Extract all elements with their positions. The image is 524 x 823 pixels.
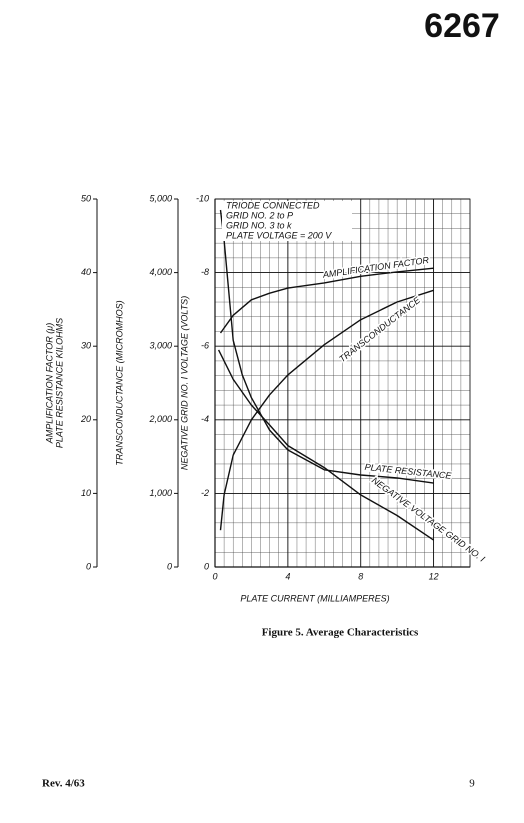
y-axis-title: NEGATIVE GRID NO. I VOLTAGE (VOLTS)	[179, 296, 189, 470]
y2-tick-label: 4,000	[149, 267, 172, 277]
y3-tick-label: 0	[86, 561, 91, 571]
x-tick-label: 0	[212, 571, 217, 581]
y2-tick-label: 0	[167, 561, 172, 571]
y3-tick-label: 10	[81, 488, 91, 498]
y-tick-label: -2	[201, 488, 209, 498]
y-tick-label: 0	[204, 561, 209, 571]
y-tick-label: -6	[201, 341, 209, 351]
annotation-box	[222, 201, 352, 241]
x-tick-label: 8	[358, 571, 363, 581]
y-tick-label: -8	[201, 267, 209, 277]
y2-tick-label: 3,000	[149, 341, 172, 351]
revision: Rev. 4/63	[42, 778, 85, 790]
series-line	[219, 267, 434, 334]
y3-axis-title: AMPLIFICATION FACTOR (μ)	[44, 323, 54, 444]
series-line	[217, 349, 434, 541]
x-tick-label: 4	[285, 571, 290, 581]
caption: Figure 5. Average Characteristics	[262, 627, 419, 639]
annotation: PLATE VOLTAGE = 200 V	[226, 230, 332, 240]
y2-tick-label: 2,000	[148, 414, 172, 424]
y-tick-label: -10	[196, 193, 209, 203]
x-tick-label: 12	[429, 571, 439, 581]
annotation: GRID NO. 2 to P	[226, 210, 293, 220]
y-tick-label: -4	[201, 414, 209, 424]
part-number: 6267	[424, 7, 500, 45]
series-line	[219, 289, 434, 531]
y3-tick-label: 40	[81, 267, 91, 277]
y2-tick-label: 5,000	[149, 193, 172, 203]
annotation: TRIODE CONNECTED	[226, 200, 320, 210]
series-line	[219, 209, 434, 484]
y3-tick-label: 20	[80, 414, 91, 424]
y2-axis-title: TRANSCONDUCTANCE (MICROMHOS)	[114, 300, 124, 465]
x-axis-title: PLATE CURRENT (MILLIAMPERES)	[240, 593, 389, 603]
annotation: GRID NO. 3 to k	[226, 220, 292, 230]
y2-tick-label: 1,000	[149, 488, 172, 498]
y3-tick-label: 50	[81, 193, 91, 203]
page-number: 9	[469, 778, 475, 790]
y3-axis-title: PLATE RESISTANCE KILOHMS	[54, 318, 64, 448]
y3-tick-label: 30	[81, 341, 91, 351]
